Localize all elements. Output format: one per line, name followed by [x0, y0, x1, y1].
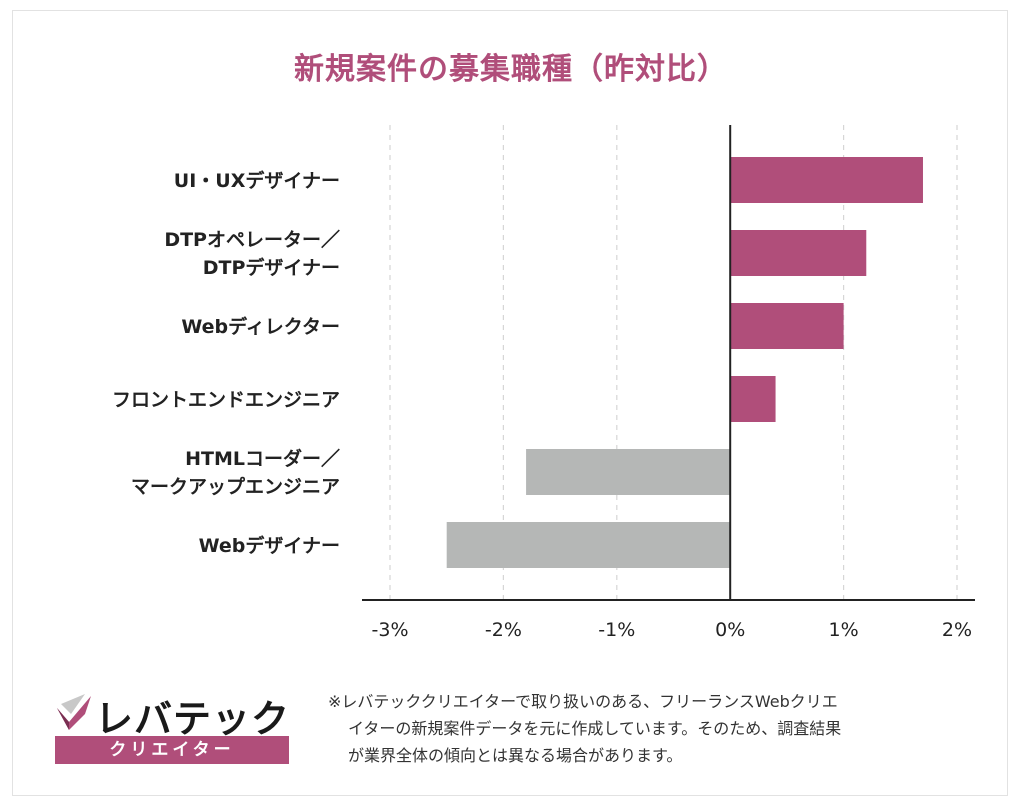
x-tick-label: -2% — [485, 619, 522, 641]
bar — [730, 230, 867, 276]
footnote-line-1: ※レバテッククリエイターで取り扱いのある、フリーランスWebクリエ — [328, 692, 838, 711]
bar — [730, 303, 844, 349]
bar — [526, 449, 731, 495]
chart-card — [12, 10, 1008, 796]
category-label: DTPオペレーター／ — [164, 228, 340, 251]
category-label: Webデザイナー — [199, 534, 340, 557]
category-label: HTMLコーダー／ — [185, 447, 340, 470]
category-label: マークアップエンジニア — [131, 475, 340, 498]
category-label: UI・UXデザイナー — [174, 169, 340, 192]
bar — [446, 522, 731, 568]
bar — [730, 157, 923, 203]
brand-logo: レバテック クリエイター — [55, 688, 295, 772]
category-label: フロントエンドエンジニア — [112, 389, 340, 411]
bar-layer — [446, 157, 923, 568]
category-label-layer: UI・UXデザイナー DTPオペレーター／ DTPデザイナー Webディレクターフロン… — [112, 169, 340, 557]
x-tick-label: -3% — [372, 619, 409, 641]
x-tick-label: -1% — [598, 619, 635, 641]
footnote-line-2: イターの新規案件データを元に作成しています。そのため、調査結果 — [348, 719, 842, 738]
x-tick-label: 1% — [829, 619, 859, 641]
footnote: ※レバテッククリエイターで取り扱いのある、フリーランスWebクリエ イターの新規… — [328, 688, 993, 769]
category-label: DTPデザイナー — [203, 256, 340, 279]
logo-subtitle: クリエイター — [55, 736, 289, 764]
axis-layer: -3% -2% -1% 0% 1% 2% — [362, 125, 975, 641]
chart-title: 新規案件の募集職種（昨対比） — [294, 52, 728, 87]
x-tick-label: 0% — [715, 619, 745, 641]
footnote-line-3: が業界全体の傾向とは異なる場合があります。 — [348, 746, 683, 765]
logo-wordmark: レバテック — [95, 697, 291, 741]
logo-check-icon — [57, 694, 91, 730]
x-tick-label: 2% — [942, 619, 972, 641]
category-label: Webディレクター — [181, 315, 340, 338]
bar — [730, 376, 776, 422]
